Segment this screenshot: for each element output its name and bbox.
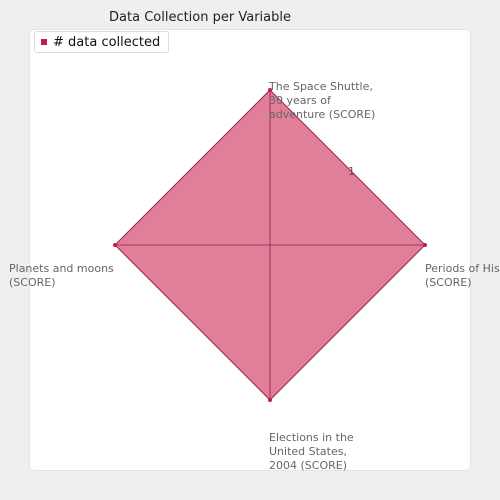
legend-marker [41,39,47,45]
data-point[interactable] [113,243,117,247]
axis-label-elections: Elections in the United States, 2004 (SC… [269,431,354,472]
radial-tick-label: 1 [348,165,355,178]
legend[interactable]: # data collected [34,31,170,53]
axis-label-periods-of-history: Periods of His (SCORE) [425,262,500,289]
axis-label-space-shuttle: The Space Shuttle, 30 years of adventure… [269,80,376,121]
legend-label: # data collected [53,34,161,50]
chart-title: Data Collection per Variable [109,10,291,25]
data-point[interactable] [268,88,272,92]
data-point[interactable] [268,398,272,402]
axis-label-planets-moons: Planets and moons (SCORE) [9,262,114,289]
data-point[interactable] [423,243,427,247]
